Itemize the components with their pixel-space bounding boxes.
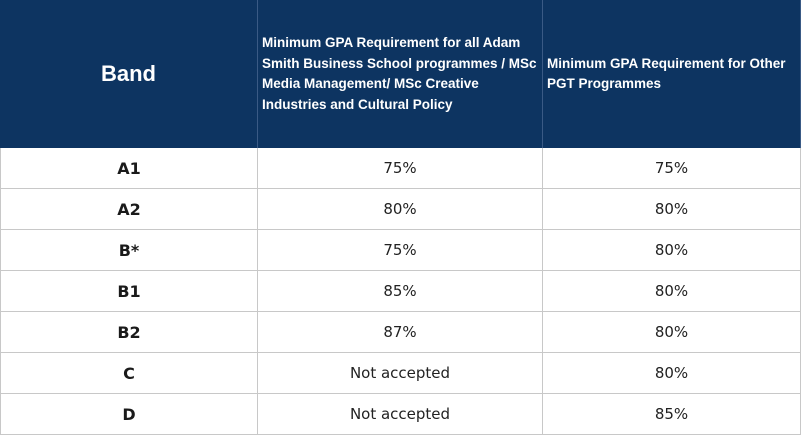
header-other-pgt-requirement: Minimum GPA Requirement for Other PGT Pr… bbox=[543, 0, 801, 148]
row-asbs-gpa: 87% bbox=[258, 312, 543, 353]
row-asbs-gpa: Not accepted bbox=[258, 353, 543, 394]
row-other-gpa: 85% bbox=[543, 394, 801, 435]
row-other-gpa: 75% bbox=[543, 148, 801, 189]
row-asbs-gpa: Not accepted bbox=[258, 394, 543, 435]
row-other-gpa: 80% bbox=[543, 189, 801, 230]
row-other-gpa: 80% bbox=[543, 353, 801, 394]
header-asbs-requirement: Minimum GPA Requirement for all Adam Smi… bbox=[258, 0, 543, 148]
row-band: B1 bbox=[0, 271, 258, 312]
row-band: B2 bbox=[0, 312, 258, 353]
row-band: A2 bbox=[0, 189, 258, 230]
header-band: Band bbox=[0, 0, 258, 148]
row-asbs-gpa: 75% bbox=[258, 148, 543, 189]
row-band: A1 bbox=[0, 148, 258, 189]
row-asbs-gpa: 85% bbox=[258, 271, 543, 312]
row-band: D bbox=[0, 394, 258, 435]
row-other-gpa: 80% bbox=[543, 230, 801, 271]
row-asbs-gpa: 80% bbox=[258, 189, 543, 230]
row-asbs-gpa: 75% bbox=[258, 230, 543, 271]
row-band: B* bbox=[0, 230, 258, 271]
row-band: C bbox=[0, 353, 258, 394]
row-other-gpa: 80% bbox=[543, 312, 801, 353]
row-other-gpa: 80% bbox=[543, 271, 801, 312]
